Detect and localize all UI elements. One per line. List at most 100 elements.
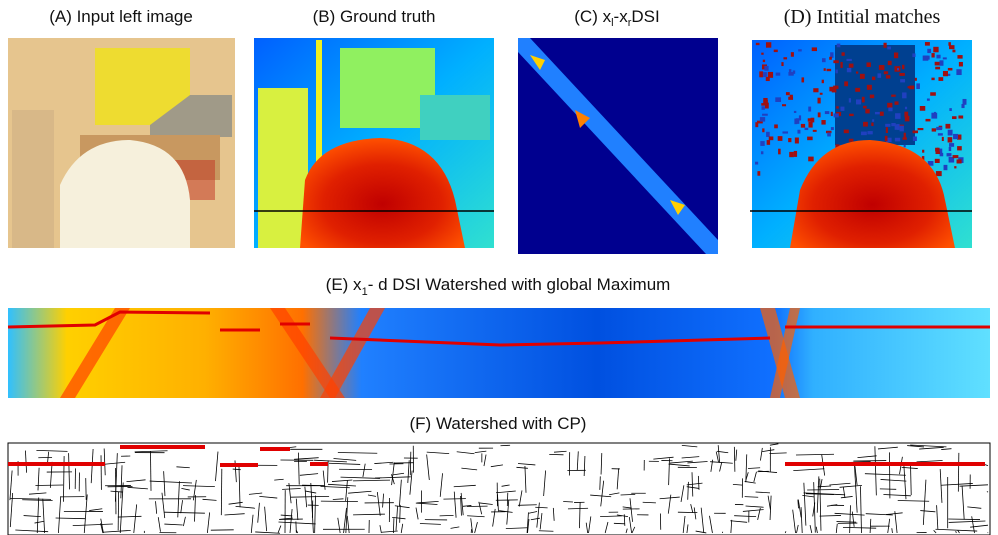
noise-dot xyxy=(805,128,809,130)
panel-label: (C) xl-xrDSI xyxy=(574,7,659,29)
noise-dot xyxy=(811,118,815,123)
noise-dot xyxy=(861,132,867,136)
noise-dot xyxy=(886,75,890,78)
noise-dot xyxy=(824,68,826,71)
noise-dot xyxy=(837,44,841,48)
noise-dot xyxy=(902,92,906,98)
noise-dot xyxy=(887,47,891,50)
noise-dot xyxy=(832,87,837,93)
noise-dot xyxy=(791,52,794,57)
noise-dot xyxy=(920,106,925,111)
noise-dot xyxy=(755,162,758,165)
noise-dot xyxy=(949,45,954,49)
noise-dot xyxy=(813,88,818,92)
noise-dot xyxy=(856,99,861,104)
noise-dot xyxy=(788,138,791,142)
noise-dot xyxy=(778,136,783,141)
noise-dot xyxy=(952,116,956,119)
noise-dot xyxy=(818,98,821,104)
noise-dot xyxy=(945,124,950,129)
watershed-edge xyxy=(958,453,959,492)
noise-dot xyxy=(856,71,858,73)
noise-dot xyxy=(956,69,961,75)
noise-dot xyxy=(781,62,783,66)
noise-dot xyxy=(821,120,825,125)
noise-dot xyxy=(936,127,942,130)
noise-dot xyxy=(818,112,821,117)
noise-dot xyxy=(953,134,958,139)
noise-dot xyxy=(904,133,906,138)
noise-dot xyxy=(872,77,875,80)
noise-dot xyxy=(812,47,817,51)
noise-dot xyxy=(795,138,799,144)
noise-dot xyxy=(918,128,924,130)
noise-dot xyxy=(796,118,800,124)
label-text: (F) Watershed with CP) xyxy=(410,414,587,433)
noise-dot xyxy=(877,73,881,77)
noise-dot xyxy=(895,113,900,119)
panel-label: (E) x1- d DSI Watershed with global Maxi… xyxy=(326,275,671,298)
noise-dot xyxy=(822,58,826,62)
noise-dot xyxy=(897,124,900,130)
noise-dot xyxy=(766,77,770,81)
noise-dot xyxy=(827,69,832,71)
noise-dot xyxy=(820,93,823,95)
noise-dot xyxy=(775,97,781,102)
noise-dot xyxy=(894,52,898,58)
noise-dot xyxy=(761,151,763,154)
noise-dot xyxy=(794,111,796,113)
noise-dot xyxy=(789,69,791,72)
noise-dot xyxy=(886,127,888,133)
label-text: -x xyxy=(614,7,629,26)
watershed-edge xyxy=(443,499,465,500)
noise-dot xyxy=(774,124,778,128)
noise-dot xyxy=(778,149,781,155)
noise-dot xyxy=(798,49,802,51)
label-text: (E) x xyxy=(326,275,362,294)
noise-dot xyxy=(767,140,770,145)
noise-dot xyxy=(757,171,760,176)
noise-dot xyxy=(905,116,910,122)
noise-dot xyxy=(933,47,938,52)
noise-dot xyxy=(844,81,848,86)
noise-dot xyxy=(880,112,884,116)
noise-dot xyxy=(793,70,796,73)
noise-dot xyxy=(957,55,962,59)
noise-dot xyxy=(776,73,781,76)
noise-dot xyxy=(957,159,962,163)
watershed-edge xyxy=(500,445,510,446)
noise-dot xyxy=(963,99,967,105)
noise-dot xyxy=(940,153,944,156)
noise-dot xyxy=(813,130,817,132)
noise-dot xyxy=(953,155,959,158)
dsi-image xyxy=(518,38,718,254)
noise-dot xyxy=(844,130,849,134)
noise-dot xyxy=(916,83,920,89)
noise-dot xyxy=(766,132,770,137)
noise-dot xyxy=(935,159,940,163)
noise-dot xyxy=(829,87,832,92)
noise-dot xyxy=(930,92,936,95)
label-text: - d DSI Watershed with global Maximum xyxy=(368,275,671,294)
noise-dot xyxy=(939,60,943,65)
watershed-edge xyxy=(807,489,839,490)
noise-dot xyxy=(801,124,805,128)
noise-dot xyxy=(922,150,924,153)
noise-dot xyxy=(944,165,948,170)
noise-dot xyxy=(867,85,872,90)
noise-dot xyxy=(865,109,869,114)
noise-dot xyxy=(840,62,842,68)
noise-dot xyxy=(899,73,905,76)
noise-dot xyxy=(958,115,963,118)
noise-dot xyxy=(924,56,930,60)
noise-dot xyxy=(931,78,934,80)
noise-dot xyxy=(931,113,937,119)
figure: (A) Input left image (B) Ground truth (C… xyxy=(0,0,998,535)
noise-dot xyxy=(783,57,787,59)
noise-dot xyxy=(786,92,790,95)
noise-dot xyxy=(863,122,868,127)
noise-dot xyxy=(902,65,904,70)
noise-dot xyxy=(842,52,845,55)
noise-dot xyxy=(891,123,895,126)
noise-dot xyxy=(900,79,905,82)
